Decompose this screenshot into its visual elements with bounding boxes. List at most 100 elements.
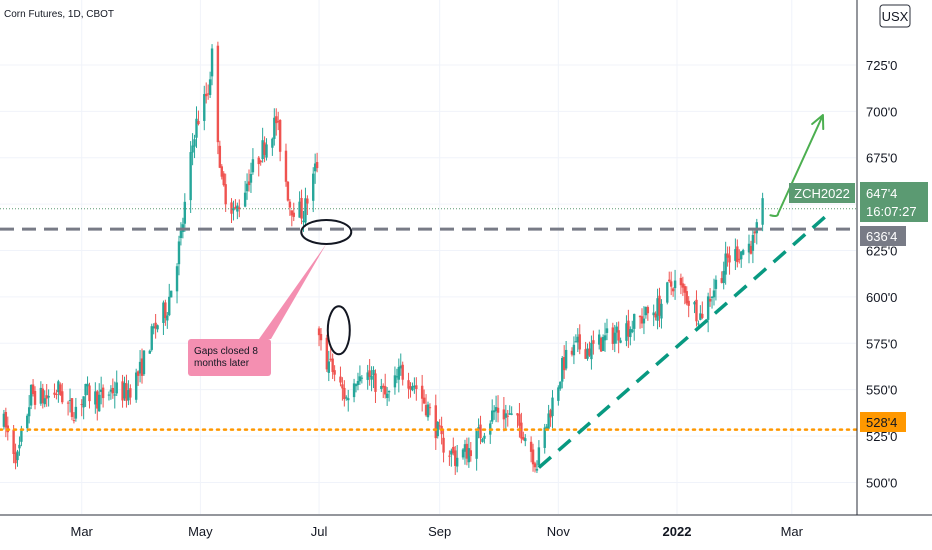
candle-body <box>642 318 646 324</box>
candle-body <box>74 406 78 419</box>
candle-body <box>549 410 552 418</box>
candle-body <box>524 438 527 442</box>
price-tick-label: 700'0 <box>866 104 897 119</box>
candle-body <box>455 457 459 467</box>
candle-body <box>475 431 478 459</box>
candle-body <box>183 201 187 224</box>
candle-body <box>494 407 498 412</box>
candle-body <box>699 313 702 320</box>
trend-line[interactable] <box>537 215 827 469</box>
gap-oval-upper[interactable] <box>300 218 353 245</box>
candle-body <box>339 376 342 383</box>
ticker-tag: ZCH2022 <box>789 183 855 203</box>
candle-body <box>341 384 344 389</box>
annotation-text-line2: months later <box>194 358 250 369</box>
gap-oval-lower[interactable] <box>326 305 351 356</box>
candle-body <box>561 357 564 382</box>
candle-body <box>374 373 377 392</box>
candle-body <box>292 212 295 217</box>
candle-body <box>738 258 741 260</box>
candle-body <box>673 280 677 289</box>
candle-body <box>533 463 537 468</box>
candle-body <box>384 386 387 395</box>
candle-body <box>39 387 43 404</box>
candle-body <box>84 383 87 396</box>
candle-body <box>16 451 19 461</box>
candle-body <box>45 395 48 399</box>
candle-body <box>751 234 755 251</box>
candle-body <box>331 358 334 373</box>
candle-body <box>101 387 105 399</box>
candle-body <box>399 365 402 369</box>
time-tick-label: Sep <box>428 524 451 539</box>
last-price-text: 647'4 <box>866 186 897 201</box>
candle-body <box>559 381 562 389</box>
candle-body <box>669 281 673 287</box>
currency-button[interactable]: USX <box>879 4 911 28</box>
candle-body <box>712 290 716 298</box>
candle-body <box>463 444 467 452</box>
candle-body <box>531 449 535 465</box>
candle-body <box>385 393 389 398</box>
candle-body <box>327 361 330 373</box>
time-tick-label: Mar <box>71 524 94 539</box>
candle-body <box>660 303 663 319</box>
candle-body <box>740 251 743 260</box>
candle-body <box>134 372 138 400</box>
candle-body <box>720 278 723 283</box>
candle-body <box>210 48 214 77</box>
candle-body <box>467 448 471 463</box>
candle-body <box>422 397 426 404</box>
time-tick-label: Mar <box>781 524 804 539</box>
candle-body <box>508 413 511 415</box>
candle-body <box>491 410 494 422</box>
candle-body <box>656 298 659 321</box>
candle-body <box>53 392 56 395</box>
candle-body <box>598 334 601 345</box>
gap-level-tag-text: 636'4 <box>866 229 897 244</box>
candle-body <box>247 181 251 186</box>
candle-body <box>123 382 126 399</box>
gap-level-tag: 636'4 <box>860 226 906 246</box>
candle-body <box>162 302 165 323</box>
candle-body <box>66 402 70 404</box>
time-axis-labels: Mar May Jul Sep Nov 2022 Mar <box>71 524 804 539</box>
candle-body <box>701 313 704 318</box>
candle-body <box>619 340 622 343</box>
candle-body <box>611 327 615 344</box>
candle-body <box>88 385 91 402</box>
candle-body <box>387 390 391 393</box>
candle-body <box>360 377 364 379</box>
candle-body <box>687 300 690 306</box>
candle-body <box>175 266 179 292</box>
candle-body <box>263 142 266 155</box>
price-tick-label: 550'0 <box>866 383 897 398</box>
candle-body <box>411 386 414 391</box>
price-tick-label: 725'0 <box>866 58 897 73</box>
candle-body <box>658 295 661 316</box>
candle-body <box>168 296 171 316</box>
candle-body <box>177 241 181 265</box>
annotation-box[interactable]: Gaps closed 8 months later <box>188 339 271 376</box>
candle-body <box>333 370 336 375</box>
candle-body <box>477 427 480 430</box>
price-tick-label: 625'0 <box>866 244 897 259</box>
candle-body <box>436 421 439 437</box>
candle-body <box>613 332 616 344</box>
candle-body <box>564 349 568 369</box>
countdown-text: 16:07:27 <box>866 204 917 219</box>
candle-body <box>685 291 688 304</box>
candlestick-series <box>2 41 764 475</box>
candle-body <box>724 253 727 275</box>
forecast-arrow[interactable] <box>769 114 825 217</box>
candle-body <box>409 386 412 390</box>
time-tick-label: Nov <box>547 524 571 539</box>
candle-body <box>251 159 255 173</box>
candle-body <box>452 446 455 454</box>
candle-body <box>461 449 465 458</box>
candle-body <box>450 450 453 455</box>
candle-body <box>601 336 605 351</box>
candle-body <box>592 340 595 344</box>
candle-body <box>397 367 401 380</box>
